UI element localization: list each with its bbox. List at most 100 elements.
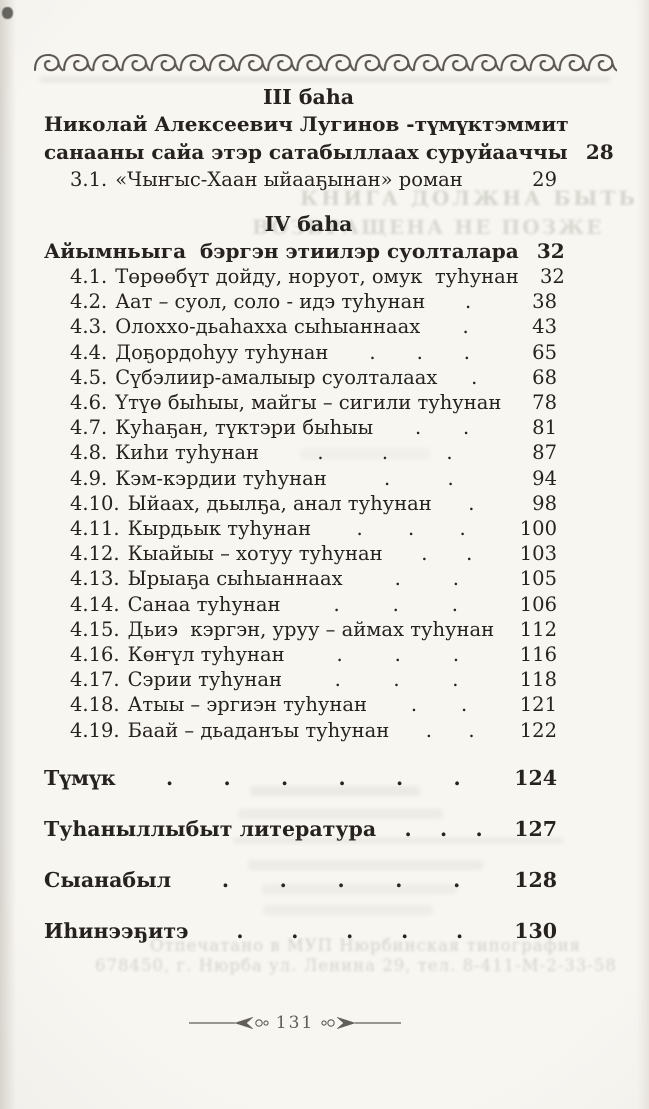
page-number: 29 [532,168,557,192]
dots-leader: . [471,365,478,389]
entry-title: Киһи туһунан [115,441,259,465]
page-number: 68 [532,365,557,389]
entry-title: Төрөөбүт дойду, норуот, омук туһунан [115,265,519,288]
dots-leader: ..... [236,919,464,943]
entry-title: Көҥүл туһунан [127,643,285,667]
entry-number: 4.3. [70,315,108,339]
dots-leader: ... [333,592,458,616]
page-number: 122 [519,718,557,742]
entry-number: 4.8. [70,441,108,465]
entry-number: 4.19. [70,718,120,742]
page-number: 121 [519,693,557,717]
scroll-border-ornament [34,51,617,76]
entry-number: 4.14. [70,592,120,616]
entry-title: Ырыаҕа сыһыаннаах [127,567,343,591]
entry-number: 4.16. [70,643,120,667]
entry-number: 4.1. [70,265,108,288]
entry-number: 4.13. [70,567,120,591]
toc-row: 4.12. Кыайыы – хотуу туһунан.. 103 [44,541,557,566]
page-number: 32 [539,265,565,288]
entry-title: Санаа туһунан [127,592,281,616]
entry-title: Ыйаах, дьылҕа, анал туһунан [127,491,432,515]
toc-row: 4.8. Киһи туһунан... 87 [44,440,557,465]
entry-title: Олоххо-дьаһахха сыһыаннаах [115,315,421,339]
dots-leader: .. [421,542,473,566]
page-number: 106 [519,592,557,616]
toc-row: 4.14. Санаа туһунан... 106 [44,592,557,617]
section-3-title-line2: санааны сайа этэр сатабыллаах суруйааччы… [44,139,614,167]
toc-row: 4.18. Атыы – эргиэн туһунан.. 121 [44,692,557,717]
flourish-left-icon [188,1016,269,1030]
entry-number: 4.2. [70,290,108,314]
dots-leader: ... [317,441,453,465]
bleedthrough-smudge [250,786,420,796]
entry-number: 4.9. [70,466,108,490]
page-number: 28 [585,139,614,164]
entry-title: Куһаҕан, түктэри быһыы [115,416,374,440]
toc-row: 3.1. «Чыҥыс-Хаан ыйааҕынан» роман 29 [44,166,557,194]
dots-leader: .. [394,567,459,591]
ornament-shadow [40,77,610,82]
page-number: 105 [519,567,557,591]
entry-number: 4.12. [70,542,120,566]
page-number: 87 [532,441,557,465]
page-number: 32 [536,239,565,263]
section-3: III баһа Николай Алексеевич Лугинов -түм… [44,84,614,194]
dots-leader: . [468,491,475,515]
page-number: 81 [532,416,557,440]
toc-row: 4.17. Сэрии туһунан... 118 [44,667,557,692]
page-number: 94 [532,466,557,490]
entry-title: Дьиэ кэргэн, уруу – аймах туһунан [127,617,495,641]
toc-row: 4.3. Олоххо-дьаһахха сыһыаннаах. 43 [44,314,557,339]
footer-page-number: 131 [275,1013,315,1033]
page-number: 38 [532,290,557,314]
dots-leader: ... [404,817,483,841]
entry-number: 4.17. [70,668,120,692]
bleedthrough-smudge [238,809,443,819]
bleedthrough-smudge [262,884,457,894]
toc-row: 4.19. Баай – дьаданъы туһунан.. 122 [44,718,557,743]
page-number: 98 [532,491,557,515]
toc-row: 4.4. Доҕордоһуу туһунан... 65 [44,340,557,365]
dots-leader: ... [369,340,470,364]
entry-number: 4.18. [70,693,120,717]
page-number: 100 [519,517,557,541]
section-3-heading: III баһа [262,85,355,109]
entry-title: Сэрии туһунан [127,668,283,692]
dots-leader: .. [425,718,475,742]
entry-number: 4.4. [70,340,108,364]
entry-title: Иһинээҕитэ [44,919,189,943]
entry-title: «Чыҥыс-Хаан ыйааҕынан» роман [115,168,463,192]
dots-leader: ... [356,517,466,541]
entry-title: Туһаныллыбыт литература [44,817,377,841]
dots-leader: .. [384,466,454,490]
bleedthrough-print-line1: Отпечатано в МУП Нюрбинская типография [150,936,582,955]
flourish-right-icon [321,1016,402,1030]
entry-title: Атыы – эргиэн туһунан [127,693,368,717]
scan-artifact-speck [2,7,13,19]
dots-leader: . [465,290,472,314]
toc-row: 4.10. Ыйаах, дьылҕа, анал туһунан. 98 [44,491,557,516]
section-title-text: санааны сайа этэр сатабыллаах суруйааччы [44,139,568,164]
entry-title: Түмүк [44,766,116,790]
entry-number: 4.11. [70,517,120,541]
entry-number: 4.7. [70,416,108,440]
page-number: 112 [519,617,557,641]
bleedthrough-smudge [300,448,430,460]
dots-leader: ... [336,643,460,667]
entry-number: 4.6. [70,391,108,415]
bleedthrough-stamp-line2: ВОЗВРАЩЕНА НЕ ПОЗЖЕ [252,215,604,239]
toc-row: 4.7. Куһаҕан, түктэри быһыы.. 81 [44,415,557,440]
dots-leader: ..... [221,868,461,892]
footer-page-ornament: 131 [170,1012,420,1034]
page-number: 43 [532,315,557,339]
section-title-text: Николай Алексеевич Лугинов -түмүктэммит [44,112,569,136]
section-4: IV баһа Айымньыга бэргэн этиилэр суолтал… [44,211,565,743]
toc-row: 4.16. Көҥүл туһунан... 116 [44,642,557,667]
entry-number: 4.5. [70,365,108,389]
toc-row: 4.5. Сүбэлиир-амалыыр суолталаах. 68 [44,365,557,390]
page-number: 78 [532,391,557,415]
page-number: 130 [514,919,557,943]
toc-row: 4.15. Дьиэ кэргэн, уруу – аймах туһунан 11… [44,617,557,642]
dots-leader: .. [410,693,468,717]
